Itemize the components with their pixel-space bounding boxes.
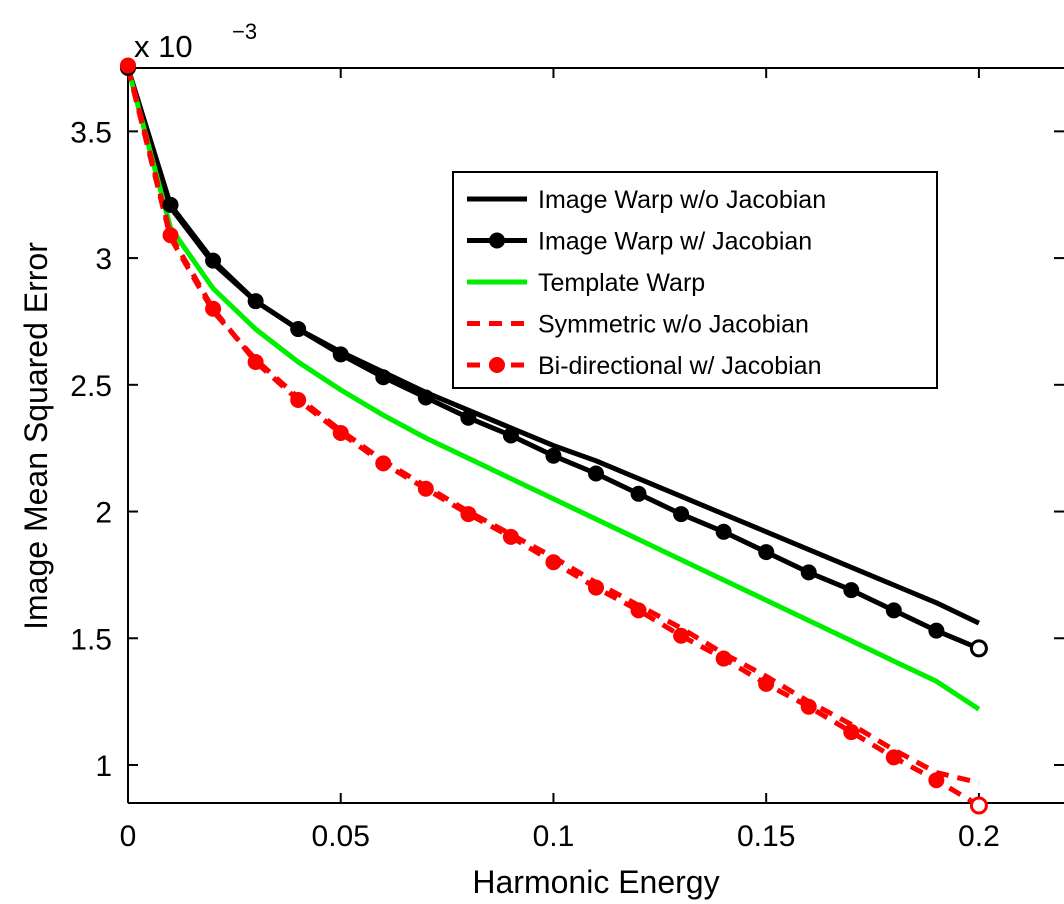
legend-marker-2 — [489, 233, 505, 249]
legend-label-5: Bi-directional w/ Jacobian — [538, 352, 821, 380]
legend-label-4: Symmetric w/o Jacobian — [538, 311, 809, 339]
series-marker-2 — [971, 641, 986, 656]
y-tick-label: 2.5 — [70, 370, 112, 403]
y-axis-title: Image Mean Squared Error — [18, 242, 54, 630]
y-tick-label: 3 — [95, 243, 112, 276]
series-marker-2 — [333, 347, 348, 362]
series-marker-2 — [546, 448, 561, 463]
series-marker-5 — [163, 228, 178, 243]
x-tick-label: 0.15 — [737, 820, 795, 853]
series-marker-5 — [631, 603, 646, 618]
y-multiplier: x 10 −3 — [134, 19, 257, 64]
series-marker-5 — [376, 456, 391, 471]
x-axis-title: Harmonic Energy — [472, 864, 719, 900]
series-marker-5 — [248, 355, 263, 370]
x-tick-label: 0.2 — [958, 820, 1000, 853]
y-tick-label: 1 — [95, 750, 112, 783]
series-marker-5 — [291, 393, 306, 408]
y-multiplier-base: x 10 — [134, 29, 193, 64]
series-marker-5 — [844, 725, 859, 740]
x-tick-label: 0 — [120, 820, 137, 853]
legend-label-3: Template Warp — [538, 269, 705, 297]
legend: Image Warp w/o Jacobian Image Warp w/ Jac… — [453, 172, 937, 388]
legend-label-1: Image Warp w/o Jacobian — [538, 186, 826, 214]
legend-label-2: Image Warp w/ Jacobian — [538, 228, 812, 256]
series-marker-5 — [759, 676, 774, 691]
series-marker-5 — [971, 798, 986, 813]
series-marker-5 — [418, 481, 433, 496]
series-marker-2 — [418, 390, 433, 405]
series-marker-5 — [674, 628, 689, 643]
series-marker-5 — [929, 773, 944, 788]
x-tick-label: 0.1 — [533, 820, 575, 853]
series-marker-2 — [291, 322, 306, 337]
series-marker-2 — [248, 294, 263, 309]
series-marker-2 — [801, 565, 816, 580]
series-marker-5 — [886, 750, 901, 765]
series-marker-5 — [206, 301, 221, 316]
legend-marker-5 — [489, 357, 505, 373]
series-marker-5 — [716, 651, 731, 666]
series-marker-2 — [759, 545, 774, 560]
series-marker-5 — [801, 699, 816, 714]
series-marker-2 — [206, 253, 221, 268]
series-marker-2 — [929, 623, 944, 638]
series-marker-5 — [589, 580, 604, 595]
series-marker-5 — [333, 425, 348, 440]
series-marker-2 — [716, 524, 731, 539]
series-marker-5 — [461, 507, 476, 522]
series-marker-2 — [844, 583, 859, 598]
series-marker-5 — [503, 529, 518, 544]
x-tick-label: 0.05 — [312, 820, 370, 853]
series-marker-2 — [376, 370, 391, 385]
series-marker-2 — [461, 410, 476, 425]
series-marker-2 — [589, 466, 604, 481]
y-tick-label: 1.5 — [70, 623, 112, 656]
series-marker-2 — [886, 603, 901, 618]
series-marker-2 — [631, 486, 646, 501]
series-marker-2 — [503, 428, 518, 443]
series-marker-2 — [163, 197, 178, 212]
series-marker-2 — [674, 507, 689, 522]
y-tick-label: 3.5 — [70, 116, 112, 149]
y-multiplier-exponent: −3 — [232, 19, 257, 44]
y-tick-label: 2 — [95, 497, 112, 530]
series-marker-5 — [546, 555, 561, 570]
